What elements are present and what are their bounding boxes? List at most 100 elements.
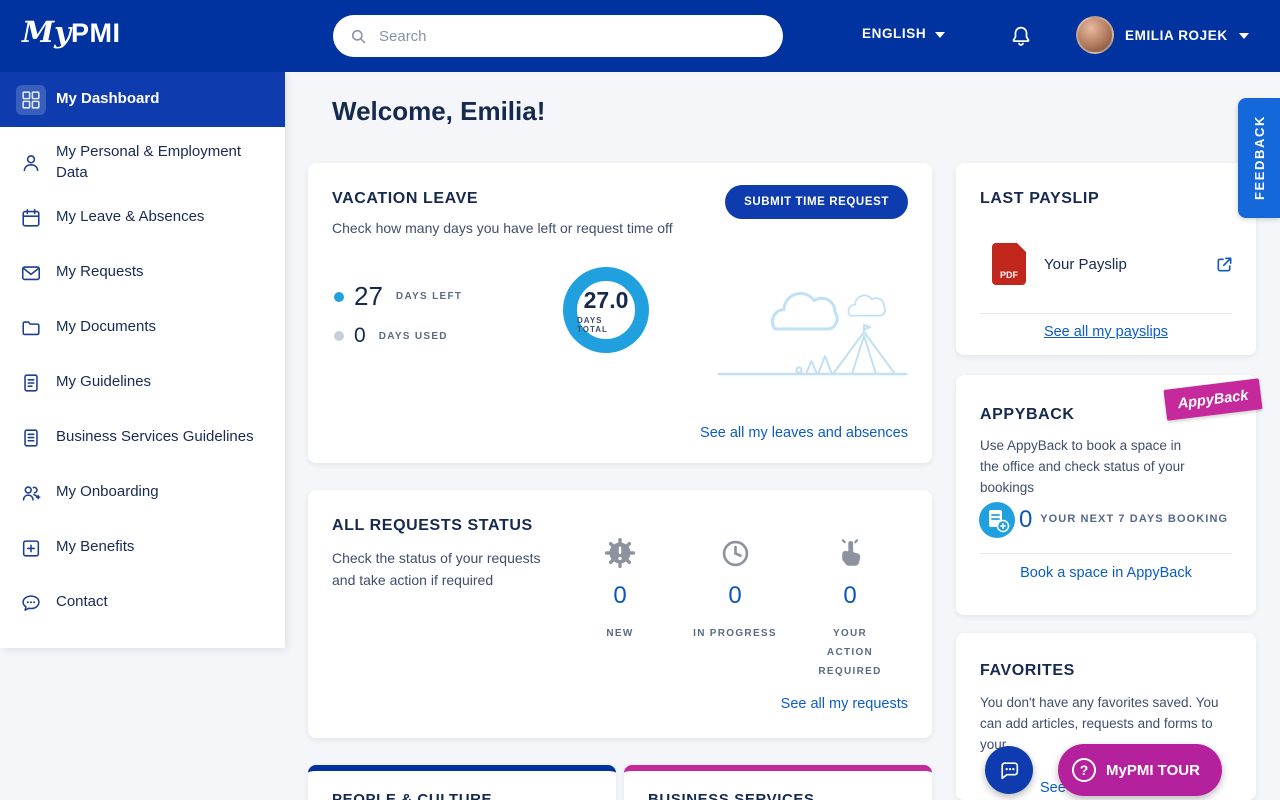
notifications-button[interactable]: [1008, 23, 1034, 54]
chevron-down-icon: [935, 31, 946, 38]
sidebar-item-label: My Benefits: [56, 538, 135, 556]
sidebar-item-onboarding[interactable]: My Onboarding: [0, 465, 285, 520]
logo-pmi-text: PMI: [70, 18, 121, 48]
stat-in-progress: 0 IN PROGRESS: [675, 526, 795, 643]
alert-badge-icon: [603, 526, 637, 570]
sidebar-item-dashboard[interactable]: My Dashboard: [0, 72, 285, 127]
appyback-booking-row: 0 YOUR NEXT 7 DAYS BOOKING: [978, 501, 1236, 539]
mypmi-logo[interactable]: MyPMI: [22, 15, 120, 49]
stat-in-progress-label: IN PROGRESS: [693, 628, 777, 639]
requests-card-title: ALL REQUESTS STATUS: [332, 517, 533, 534]
days-total-value: 27.0: [583, 286, 629, 313]
business-services-card: BUSINESS SERVICES: [624, 765, 932, 800]
sidebar-item-guidelines[interactable]: My Guidelines: [0, 355, 285, 410]
see-all-payslips-link[interactable]: See all my payslips: [1043, 324, 1169, 340]
see-all-requests-link[interactable]: See all my requests: [780, 696, 908, 712]
feedback-tab-label: FEEDBACK: [1251, 115, 1267, 201]
days-used-dot: [334, 331, 344, 341]
appyback-ribbon: AppyBack: [1163, 378, 1263, 421]
appyback-card: AppyBack APPYBACK Use AppyBack to book a…: [956, 375, 1263, 615]
sidebar-item-label: My Personal & Employment Data: [56, 143, 242, 181]
feedback-tab[interactable]: FEEDBACK: [1238, 98, 1280, 218]
people-culture-card: PEOPLE & CULTURE: [308, 765, 616, 800]
sidebar-item-documents[interactable]: My Documents: [0, 300, 285, 355]
favorites-link[interactable]: See: [1040, 780, 1066, 796]
stat-action-required-count: 0: [843, 582, 857, 609]
appyback-description: Use AppyBack to book a space in the offi…: [980, 438, 1185, 495]
vacation-legend: 27 DAYS LEFT 0 DAYS USED: [334, 281, 462, 360]
favorites-card-title: FAVORITES: [980, 662, 1075, 679]
days-left-row: 27 DAYS LEFT: [334, 281, 462, 312]
main-content: Welcome, Emilia! VACATION LEAVE SUBMIT T…: [0, 72, 1280, 800]
top-bar: MyPMI ENGLISH EMILIA ROJEK: [0, 0, 1280, 72]
person-icon: [16, 148, 46, 178]
calendar-icon: [16, 203, 46, 233]
avatar: [1076, 16, 1114, 54]
sidebar-item-leave-absences[interactable]: My Leave & Absences: [0, 190, 285, 245]
search-icon: [349, 27, 368, 46]
page-title: Welcome, Emilia!: [332, 96, 546, 126]
user-menu[interactable]: EMILIA ROJEK: [1076, 16, 1249, 54]
see-all-leaves-link[interactable]: See all my leaves and absences: [700, 425, 908, 441]
sidebar-item-label: Contact: [56, 593, 108, 611]
booking-calendar-icon: [978, 501, 1016, 539]
sidebar-item-contact[interactable]: Contact: [0, 575, 285, 630]
benefits-plus-icon: [16, 533, 46, 563]
envelope-icon: [16, 258, 46, 288]
tour-button-label: MyPMI TOUR: [1106, 761, 1200, 779]
book-space-link[interactable]: Book a space in AppyBack: [1020, 565, 1192, 581]
stat-action-required: 0 YOUR ACTION REQUIRED: [790, 526, 910, 681]
sidebar-item-business-guidelines[interactable]: Business Services Guidelines: [0, 410, 285, 465]
days-left-label: DAYS LEFT: [395, 291, 463, 302]
sidebar-item-label: My Documents: [56, 318, 157, 336]
tap-hand-icon: [833, 526, 867, 570]
requests-card-subtitle: Check the status of your requests and ta…: [332, 550, 541, 588]
days-total-label: DAYS TOTAL: [577, 315, 608, 334]
stat-in-progress-count: 0: [728, 582, 742, 609]
language-selector[interactable]: ENGLISH: [862, 26, 946, 41]
stat-new-label: NEW: [606, 628, 634, 639]
vacation-card-title: VACATION LEAVE: [332, 190, 479, 207]
pdf-file-icon: PDF: [992, 243, 1026, 285]
payslip-file-label: Your Payslip: [1044, 255, 1127, 273]
sidebar-item-personal-data[interactable]: My Personal & Employment Data: [0, 135, 285, 190]
search-bar[interactable]: [333, 15, 783, 57]
sidebar-item-label: My Onboarding: [56, 483, 159, 501]
booking-count: 0: [1019, 506, 1033, 533]
days-used-value: 0: [354, 324, 366, 347]
camping-illustration: [715, 275, 910, 384]
appyback-card-title: APPYBACK: [980, 406, 1075, 423]
chat-dots-icon: [1000, 761, 1018, 779]
divider: [980, 553, 1232, 554]
language-label: ENGLISH: [862, 26, 927, 41]
days-used-label: DAYS USED: [378, 330, 448, 342]
payslip-file-row[interactable]: PDF Your Payslip: [992, 243, 1234, 285]
chat-bubble-icon: [16, 588, 46, 618]
people-add-icon: [16, 478, 46, 508]
business-services-title: BUSINESS SERVICES: [648, 791, 815, 800]
submit-time-request-button[interactable]: SUBMIT TIME REQUEST: [725, 185, 908, 219]
sidebar: My Dashboard My Personal & Employment Da…: [0, 72, 285, 648]
document-icon: [16, 368, 46, 398]
search-input[interactable]: [377, 26, 767, 46]
external-link-icon[interactable]: [1215, 255, 1234, 274]
vacation-donut-chart: 27.0 DAYS TOTAL: [563, 267, 649, 353]
requests-status-card: ALL REQUESTS STATUS Check the status of …: [308, 490, 932, 738]
document-lines-icon: [16, 423, 46, 453]
sidebar-item-label: My Dashboard: [56, 90, 160, 108]
dashboard-icon: [16, 84, 46, 115]
days-used-row: 0 DAYS USED: [334, 324, 462, 348]
sidebar-item-benefits[interactable]: My Benefits: [0, 520, 285, 575]
divider: [980, 313, 1232, 314]
days-left-value: 27: [354, 281, 383, 311]
sidebar-item-label: Business Services Guidelines: [56, 428, 254, 446]
vacation-card-subtitle: Check how many days you have left or req…: [332, 220, 673, 236]
favorites-description: You don't have any favorites saved. You …: [980, 695, 1219, 752]
question-mark-icon: ?: [1072, 758, 1096, 782]
stat-new: 0 NEW: [560, 526, 680, 643]
sidebar-item-requests[interactable]: My Requests: [0, 245, 285, 300]
chat-fab-button[interactable]: [985, 746, 1033, 794]
mypmi-tour-button[interactable]: ? MyPMI TOUR: [1058, 744, 1222, 796]
days-left-dot: [334, 291, 344, 302]
chevron-down-icon: [1238, 33, 1249, 39]
